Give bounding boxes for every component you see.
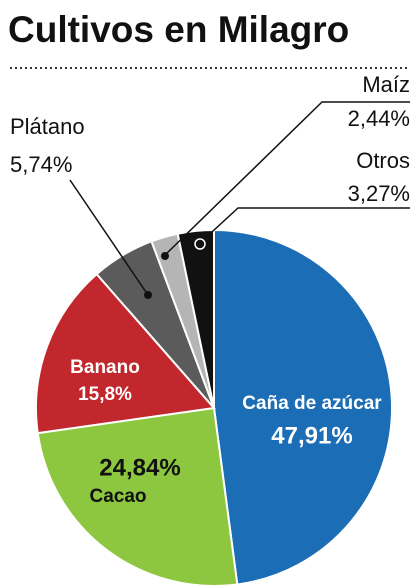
slice-label: Maíz (362, 72, 410, 97)
leader-line (164, 101, 410, 256)
slice-label: Otros (356, 148, 410, 173)
value-label: 3,27% (348, 181, 410, 206)
value-label: 47,91% (271, 422, 352, 449)
leader-dot (144, 291, 152, 299)
value-label: 5,74% (10, 152, 72, 177)
chart-title: Cultivos en Milagro (8, 9, 349, 50)
slice-label: Caña de azúcar (242, 393, 382, 414)
leader-dot (161, 252, 169, 260)
value-label: 24,84% (99, 454, 180, 481)
pie (35, 228, 393, 586)
pie-slice (35, 272, 216, 435)
slice-label: Banano (70, 357, 140, 378)
slice-label: Cacao (89, 486, 146, 507)
slice-label: Plátano (10, 114, 85, 139)
pie-slice (213, 228, 393, 586)
value-label: 2,44% (348, 106, 410, 131)
leaders (69, 101, 410, 296)
leader-line (199, 207, 410, 244)
leader-line (69, 179, 149, 296)
leader-dot (194, 238, 206, 250)
value-label: 15,8% (78, 384, 132, 405)
